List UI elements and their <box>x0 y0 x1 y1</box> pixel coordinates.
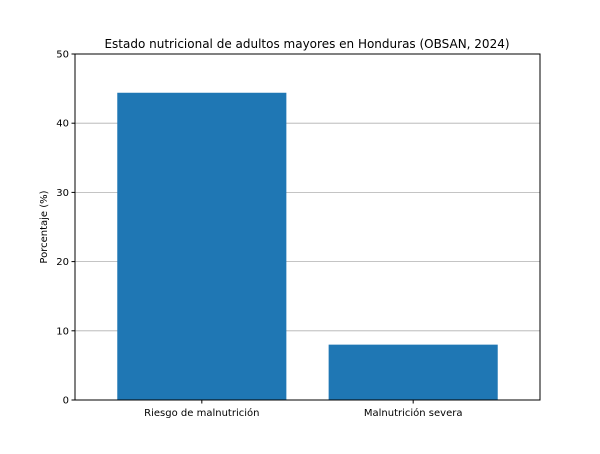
y-axis-ticks: 0 10 20 30 40 50 <box>56 50 75 407</box>
bars <box>117 92 498 400</box>
y-tick-label: 50 <box>56 50 69 61</box>
y-tick-label: 20 <box>56 257 69 268</box>
y-tick-label: 0 <box>63 396 69 407</box>
y-axis-label: Porcentaje (%) <box>39 190 50 263</box>
chart-title: Estado nutricional de adultos mayores en… <box>104 37 509 51</box>
axes-frame <box>74 53 541 401</box>
x-axis-ticks: Riesgo de malnutrición Malnutrición sever… <box>144 400 462 419</box>
y-tick-label: 10 <box>56 326 69 337</box>
x-tick-label: Riesgo de malnutrición <box>144 407 259 419</box>
bar <box>328 344 498 400</box>
y-tick-label: 40 <box>56 119 69 130</box>
bar <box>117 92 287 400</box>
y-tick-label: 30 <box>56 188 69 199</box>
x-tick-label: Malnutrición severa <box>364 407 463 419</box>
